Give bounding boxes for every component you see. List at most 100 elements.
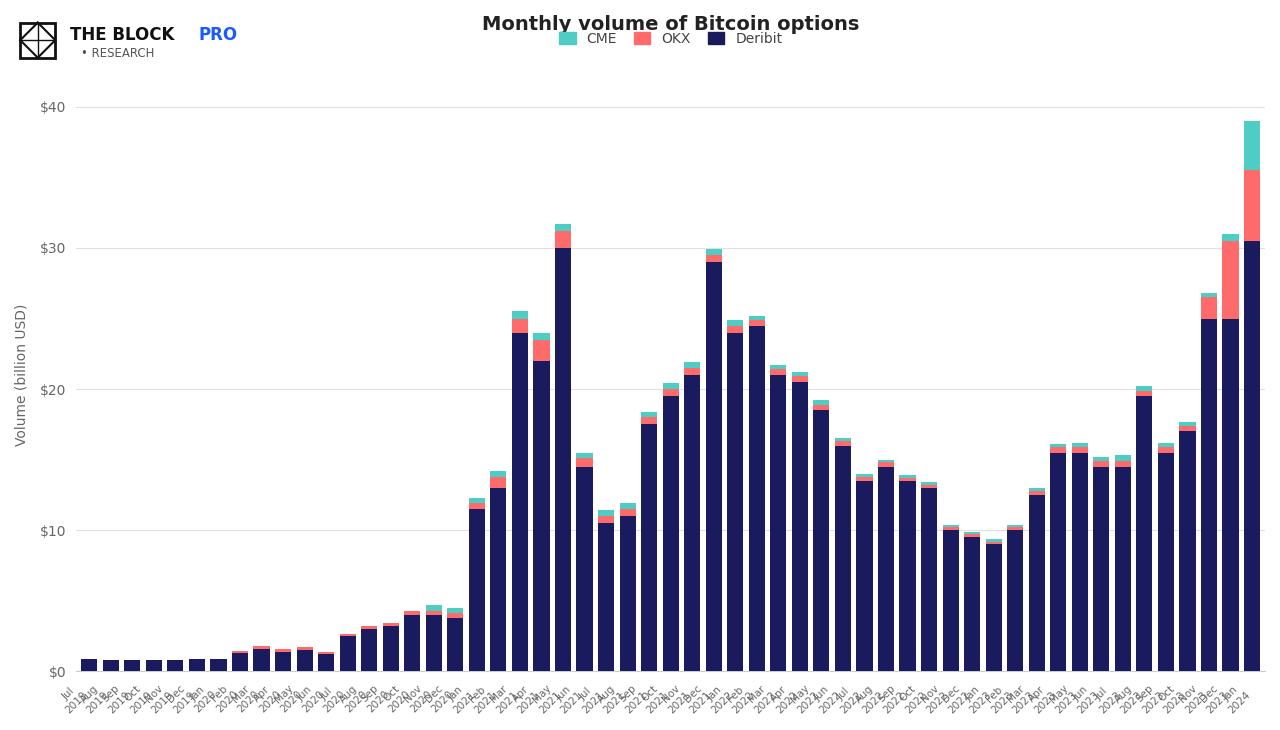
Bar	[168, 660, 183, 672]
Bar	[297, 648, 312, 650]
Bar	[684, 368, 700, 375]
Bar	[317, 654, 334, 672]
Bar	[232, 651, 248, 653]
Bar	[534, 339, 549, 361]
Bar	[705, 255, 722, 262]
Bar	[705, 262, 722, 672]
Bar	[900, 478, 915, 481]
Bar	[620, 516, 636, 672]
Bar	[1244, 241, 1260, 672]
Bar	[705, 250, 722, 255]
Bar	[900, 481, 915, 672]
Bar	[964, 531, 980, 534]
Bar	[576, 453, 593, 458]
Bar	[383, 626, 399, 672]
Bar	[964, 534, 980, 537]
Bar	[771, 365, 786, 369]
Bar	[1179, 431, 1196, 672]
Bar	[813, 410, 829, 672]
Bar	[942, 530, 959, 672]
Bar	[339, 636, 356, 672]
Bar	[856, 481, 873, 672]
Bar	[1244, 170, 1260, 241]
Bar	[598, 516, 614, 523]
Bar	[1029, 495, 1044, 672]
Bar	[856, 477, 873, 481]
Bar	[1244, 121, 1260, 170]
Bar	[1158, 447, 1174, 453]
Bar	[468, 509, 485, 672]
Bar	[856, 474, 873, 477]
Bar	[81, 658, 97, 672]
Bar	[1007, 525, 1023, 527]
Bar	[942, 527, 959, 530]
Bar	[727, 333, 744, 672]
Bar	[297, 650, 312, 672]
Bar	[835, 445, 851, 672]
Bar	[813, 400, 829, 404]
Bar	[447, 608, 463, 613]
Bar	[835, 439, 851, 442]
Bar	[576, 466, 593, 672]
Bar	[556, 248, 571, 672]
Bar	[339, 634, 356, 636]
Bar	[641, 418, 657, 424]
Bar	[1201, 318, 1217, 672]
Bar	[1071, 447, 1088, 453]
Bar	[512, 333, 529, 672]
Bar	[922, 488, 937, 672]
Bar	[1007, 527, 1023, 530]
Bar	[146, 660, 163, 672]
Bar	[556, 224, 571, 231]
Bar	[792, 372, 808, 377]
Bar	[404, 611, 420, 615]
Bar	[1158, 442, 1174, 447]
Bar	[426, 605, 442, 611]
Title: Monthly volume of Bitcoin options: Monthly volume of Bitcoin options	[483, 15, 859, 34]
Bar	[1179, 421, 1196, 426]
Bar	[964, 537, 980, 672]
Bar	[232, 653, 248, 672]
Bar	[1201, 297, 1217, 318]
Bar	[490, 488, 507, 672]
Bar	[556, 231, 571, 248]
Bar	[275, 649, 291, 652]
Bar	[771, 375, 786, 672]
Bar	[792, 377, 808, 382]
Bar	[1115, 456, 1132, 461]
Bar	[468, 504, 485, 509]
Bar	[1050, 453, 1066, 672]
Bar	[1137, 391, 1152, 396]
Bar	[534, 333, 549, 339]
Bar	[1115, 466, 1132, 672]
Bar	[1093, 461, 1110, 466]
Bar	[447, 613, 463, 618]
Bar	[361, 629, 378, 672]
Bar	[922, 485, 937, 488]
Bar	[275, 652, 291, 672]
Bar	[404, 615, 420, 672]
Y-axis label: Volume (billion USD): Volume (billion USD)	[15, 304, 29, 446]
Bar	[1093, 457, 1110, 461]
Bar	[942, 525, 959, 527]
Bar	[620, 504, 636, 509]
Bar	[1158, 453, 1174, 672]
Bar	[749, 315, 765, 320]
Bar	[835, 442, 851, 445]
Bar	[986, 539, 1002, 542]
Bar	[1071, 453, 1088, 672]
Bar	[534, 361, 549, 672]
Bar	[1179, 426, 1196, 431]
Bar	[792, 382, 808, 672]
Bar	[1222, 234, 1239, 241]
Bar	[124, 660, 141, 672]
Bar	[641, 424, 657, 672]
Bar	[620, 509, 636, 516]
Bar	[1007, 530, 1023, 672]
Bar	[900, 475, 915, 478]
Bar	[878, 466, 895, 672]
Bar	[361, 626, 378, 629]
Bar	[813, 404, 829, 410]
Bar	[641, 412, 657, 418]
Bar	[1029, 491, 1044, 495]
